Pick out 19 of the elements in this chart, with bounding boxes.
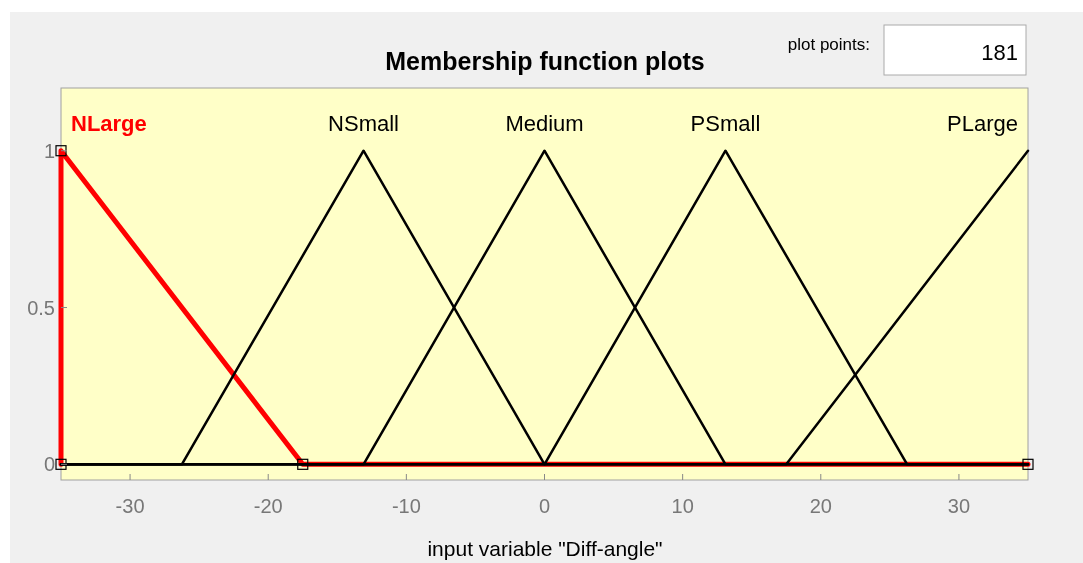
- series-label: PSmall: [690, 110, 761, 136]
- y-tick-label: 0: [43, 453, 55, 476]
- y-tick-label: 1: [43, 139, 55, 162]
- x-tick-label: 0: [538, 495, 551, 517]
- series-label: Medium: [505, 110, 584, 136]
- x-tick-label: -30: [115, 495, 145, 517]
- x-tick-label: 20: [809, 495, 832, 517]
- x-tick-label: -10: [391, 495, 421, 517]
- series-label: NLarge: [71, 110, 147, 136]
- y-tick-label: 0.5: [27, 296, 55, 319]
- text: plot points:: [787, 35, 870, 54]
- x-tick-label: 30: [947, 495, 971, 517]
- text: 181: [981, 40, 1018, 65]
- series-label: NSmall: [328, 110, 399, 136]
- series-label: PLarge: [947, 110, 1018, 136]
- chart-title: Membership function plots: [385, 47, 705, 75]
- x-tick-label: 10: [671, 495, 694, 517]
- x-axis-title: input variable "Diff-angle": [427, 537, 663, 560]
- x-tick-label: -20: [253, 495, 283, 517]
